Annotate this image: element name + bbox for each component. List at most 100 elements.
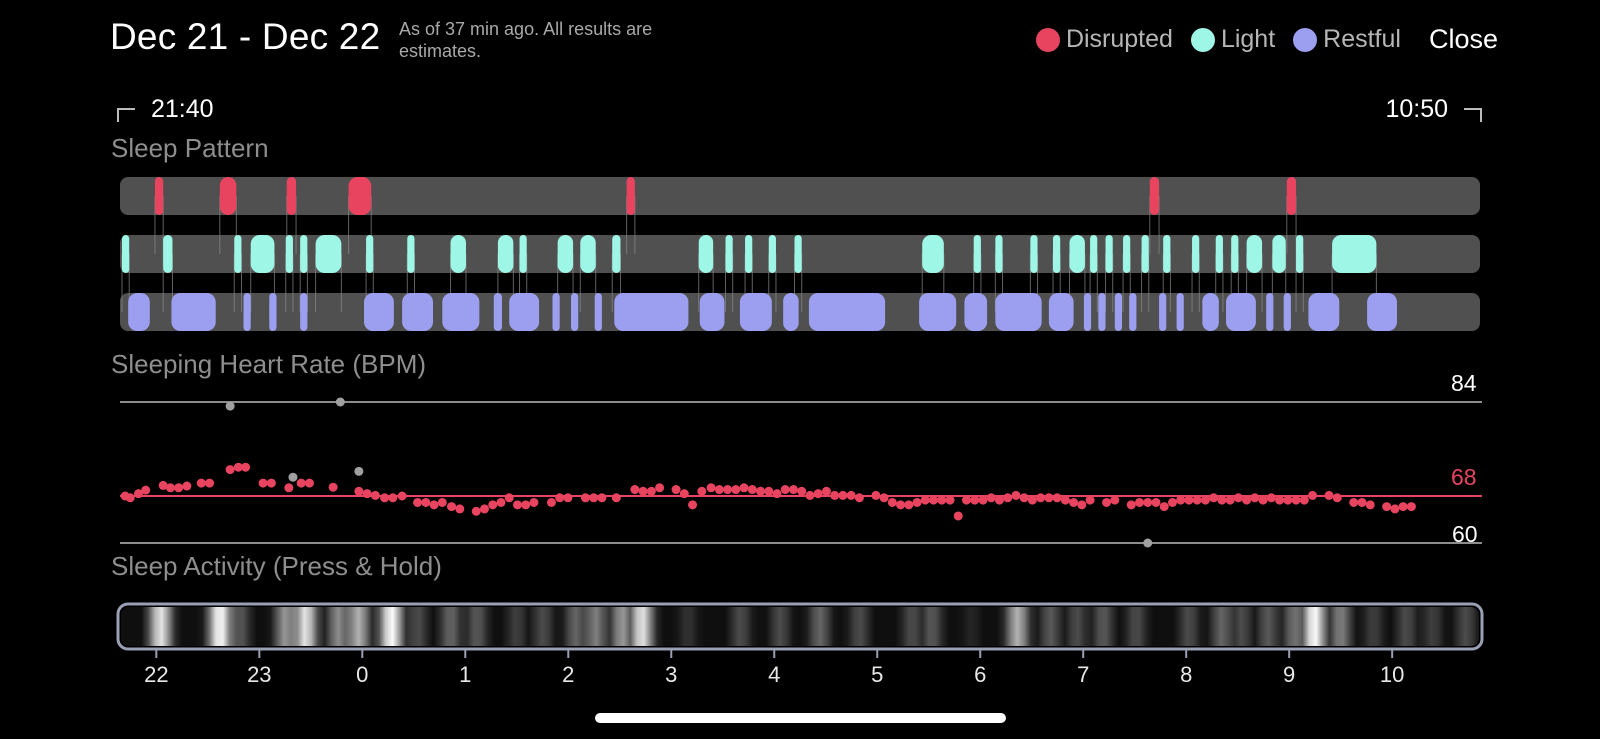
- restful-segment: [1202, 293, 1219, 331]
- restful-segment: [1176, 293, 1184, 331]
- hr-point: [1192, 495, 1202, 505]
- restful-segment: [964, 293, 988, 331]
- hr-point: [1176, 495, 1186, 505]
- hour-tick-label: 9: [1283, 662, 1296, 687]
- hr-point: [1060, 495, 1070, 505]
- hr-point: [158, 480, 168, 490]
- hr-point: [723, 485, 733, 495]
- disrupted-track: [120, 177, 1480, 215]
- hr-point: [813, 489, 823, 499]
- hr-point: [504, 493, 514, 503]
- hr-point: [225, 465, 235, 475]
- hr-point: [904, 500, 914, 510]
- hr-point: [978, 495, 988, 505]
- hr-point: [1308, 490, 1318, 500]
- hr-point: [821, 486, 831, 496]
- light-segment: [922, 235, 944, 273]
- restful-segment: [739, 293, 772, 331]
- restful-segment: [128, 293, 150, 331]
- hr-point: [937, 495, 947, 505]
- estimate-note: As of 37 min ago. All results are estima…: [399, 19, 653, 61]
- hr-point: [1167, 497, 1177, 507]
- hr-point: [141, 485, 151, 495]
- hr-point: [296, 478, 306, 488]
- light-segment: [122, 235, 130, 273]
- light-segment: [234, 235, 242, 273]
- hr-point: [764, 486, 774, 496]
- hr-point: [646, 486, 656, 496]
- light-segment: [698, 235, 714, 273]
- restful-segment: [614, 293, 689, 331]
- hr-point: [697, 486, 707, 496]
- hr-point: [521, 500, 531, 510]
- hr-point: [362, 489, 372, 499]
- disrupted-segment: [286, 177, 297, 215]
- hr-point: [611, 493, 621, 503]
- home-indicator[interactable]: [595, 713, 1006, 723]
- hr-point: [1266, 493, 1276, 503]
- hr-point: [929, 495, 939, 505]
- restful-segment: [1308, 293, 1340, 331]
- restful-segment: [1226, 293, 1256, 331]
- hr-point-muted: [1143, 538, 1153, 548]
- hr-point: [589, 493, 599, 503]
- hour-tick-label: 8: [1180, 662, 1193, 687]
- hr-point: [797, 486, 807, 496]
- light-segment: [768, 235, 776, 273]
- close-button[interactable]: Close: [1428, 24, 1498, 54]
- hr-point: [421, 497, 431, 507]
- disrupted-segment: [626, 177, 635, 215]
- restful-segment: [783, 293, 799, 331]
- hr-point: [830, 490, 840, 500]
- light-segment: [519, 235, 527, 273]
- hr-max-label: 84: [1451, 370, 1477, 396]
- light-segment: [725, 235, 733, 273]
- hr-point: [174, 483, 184, 493]
- hr-point: [133, 489, 143, 499]
- hr-point: [731, 485, 741, 495]
- restful-segment: [919, 293, 957, 331]
- hr-point: [1052, 493, 1062, 503]
- hr-point: [546, 497, 556, 507]
- hr-point: [496, 497, 506, 507]
- restful-segment: [699, 293, 725, 331]
- restful-segment: [243, 293, 251, 331]
- hr-point-muted: [354, 466, 364, 476]
- hr-point: [1209, 493, 1219, 503]
- hr-point: [1406, 502, 1416, 512]
- hr-point: [854, 493, 864, 503]
- hr-point: [1003, 493, 1013, 503]
- light-segment: [1332, 235, 1377, 273]
- light-dot-icon: [1190, 27, 1215, 52]
- hr-point: [780, 485, 790, 495]
- hr-min-label: 60: [1452, 521, 1478, 547]
- hr-point: [706, 483, 716, 493]
- hr-point: [1069, 497, 1079, 507]
- hr-point: [328, 482, 338, 492]
- hr-point: [1126, 500, 1136, 510]
- hour-tick-label: 0: [356, 662, 369, 687]
- hr-point: [638, 486, 648, 496]
- restful-segment: [1367, 293, 1397, 331]
- light-segment: [1053, 235, 1061, 273]
- light-segment: [1296, 235, 1304, 273]
- restful-segment: [1048, 293, 1074, 331]
- hr-point: [772, 489, 782, 499]
- hr-point: [1019, 493, 1029, 503]
- end-time: 10:50: [1385, 95, 1482, 124]
- hr-point: [805, 490, 815, 500]
- hr-point: [205, 478, 215, 488]
- light-segment: [995, 235, 1003, 273]
- hr-point: [970, 495, 980, 505]
- disrupted-segment: [1286, 177, 1297, 215]
- hr-point: [1258, 495, 1268, 505]
- hr-point: [429, 500, 439, 510]
- hr-point: [370, 490, 380, 500]
- disrupted-segment: [219, 177, 237, 215]
- end-time-label: 10:50: [1385, 95, 1448, 123]
- restful-track: [120, 293, 1480, 331]
- hr-point: [1225, 495, 1235, 505]
- hr-point: [1200, 495, 1210, 505]
- hr-point: [1102, 497, 1112, 507]
